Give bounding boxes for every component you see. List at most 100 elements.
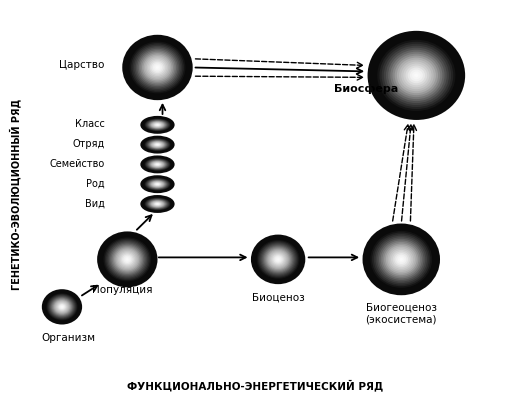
Ellipse shape	[156, 183, 159, 185]
Ellipse shape	[111, 245, 143, 274]
Ellipse shape	[394, 56, 438, 95]
Ellipse shape	[265, 248, 291, 271]
Ellipse shape	[373, 36, 460, 115]
Ellipse shape	[47, 293, 78, 320]
Ellipse shape	[106, 240, 149, 279]
Ellipse shape	[136, 47, 179, 88]
Ellipse shape	[142, 196, 174, 212]
Ellipse shape	[387, 247, 415, 272]
Ellipse shape	[148, 160, 167, 169]
Ellipse shape	[379, 239, 424, 280]
Ellipse shape	[365, 226, 437, 292]
Ellipse shape	[144, 178, 171, 191]
Ellipse shape	[48, 295, 76, 319]
Ellipse shape	[157, 144, 158, 145]
Ellipse shape	[146, 159, 169, 170]
Text: Популяция: Популяция	[92, 285, 153, 295]
Text: Царство: Царство	[59, 61, 105, 70]
Ellipse shape	[152, 201, 164, 207]
Ellipse shape	[149, 120, 166, 129]
Ellipse shape	[273, 255, 283, 264]
Ellipse shape	[154, 163, 160, 166]
Ellipse shape	[145, 56, 170, 79]
Ellipse shape	[126, 258, 129, 261]
Ellipse shape	[142, 196, 173, 212]
Ellipse shape	[396, 255, 406, 264]
Ellipse shape	[144, 158, 171, 171]
Ellipse shape	[144, 55, 172, 80]
Ellipse shape	[260, 243, 296, 276]
Ellipse shape	[150, 181, 165, 188]
Ellipse shape	[142, 117, 174, 133]
Ellipse shape	[146, 119, 169, 130]
Ellipse shape	[375, 38, 457, 113]
Ellipse shape	[50, 296, 74, 318]
Ellipse shape	[44, 292, 79, 322]
Ellipse shape	[107, 241, 147, 278]
Text: Организм: Организм	[42, 332, 96, 343]
Ellipse shape	[276, 257, 281, 261]
Ellipse shape	[137, 49, 178, 86]
Ellipse shape	[264, 246, 292, 272]
Ellipse shape	[408, 67, 425, 83]
Ellipse shape	[262, 244, 295, 274]
Ellipse shape	[152, 162, 162, 167]
Ellipse shape	[144, 138, 171, 152]
Ellipse shape	[154, 163, 161, 166]
Ellipse shape	[406, 65, 427, 85]
Ellipse shape	[382, 44, 451, 107]
Ellipse shape	[143, 157, 172, 172]
Ellipse shape	[155, 143, 159, 146]
Ellipse shape	[144, 138, 171, 151]
Ellipse shape	[151, 141, 164, 148]
Ellipse shape	[115, 248, 139, 270]
Ellipse shape	[100, 234, 155, 285]
Ellipse shape	[154, 202, 161, 206]
Ellipse shape	[252, 236, 304, 283]
Ellipse shape	[152, 142, 164, 147]
Ellipse shape	[149, 200, 166, 208]
Ellipse shape	[272, 254, 284, 265]
Ellipse shape	[144, 197, 171, 211]
Ellipse shape	[54, 300, 70, 314]
Ellipse shape	[149, 140, 166, 149]
Ellipse shape	[156, 203, 159, 205]
Ellipse shape	[253, 237, 303, 282]
Ellipse shape	[142, 176, 174, 192]
Ellipse shape	[57, 302, 67, 311]
Ellipse shape	[153, 123, 162, 127]
Ellipse shape	[149, 180, 166, 189]
Ellipse shape	[133, 44, 182, 90]
Ellipse shape	[123, 36, 192, 99]
Ellipse shape	[394, 253, 408, 266]
Ellipse shape	[154, 143, 160, 146]
Ellipse shape	[367, 228, 435, 291]
Ellipse shape	[58, 303, 66, 311]
Text: Биосфера: Биосфера	[334, 84, 398, 94]
Ellipse shape	[258, 241, 298, 278]
Ellipse shape	[388, 50, 445, 101]
Ellipse shape	[102, 236, 152, 283]
Ellipse shape	[146, 139, 169, 150]
Ellipse shape	[377, 237, 425, 282]
Ellipse shape	[129, 42, 185, 93]
Ellipse shape	[61, 306, 63, 307]
Ellipse shape	[98, 232, 156, 286]
Ellipse shape	[51, 297, 73, 317]
Ellipse shape	[147, 139, 169, 150]
Ellipse shape	[386, 245, 416, 274]
Ellipse shape	[141, 52, 175, 83]
Ellipse shape	[154, 123, 161, 126]
Ellipse shape	[44, 291, 80, 323]
Ellipse shape	[147, 179, 169, 189]
Ellipse shape	[131, 43, 184, 92]
Ellipse shape	[145, 139, 170, 151]
Ellipse shape	[156, 164, 159, 165]
Ellipse shape	[144, 198, 171, 210]
Ellipse shape	[154, 202, 160, 205]
Ellipse shape	[399, 59, 434, 91]
Ellipse shape	[58, 304, 65, 310]
Ellipse shape	[393, 251, 410, 267]
Ellipse shape	[156, 124, 159, 126]
Ellipse shape	[148, 140, 167, 149]
